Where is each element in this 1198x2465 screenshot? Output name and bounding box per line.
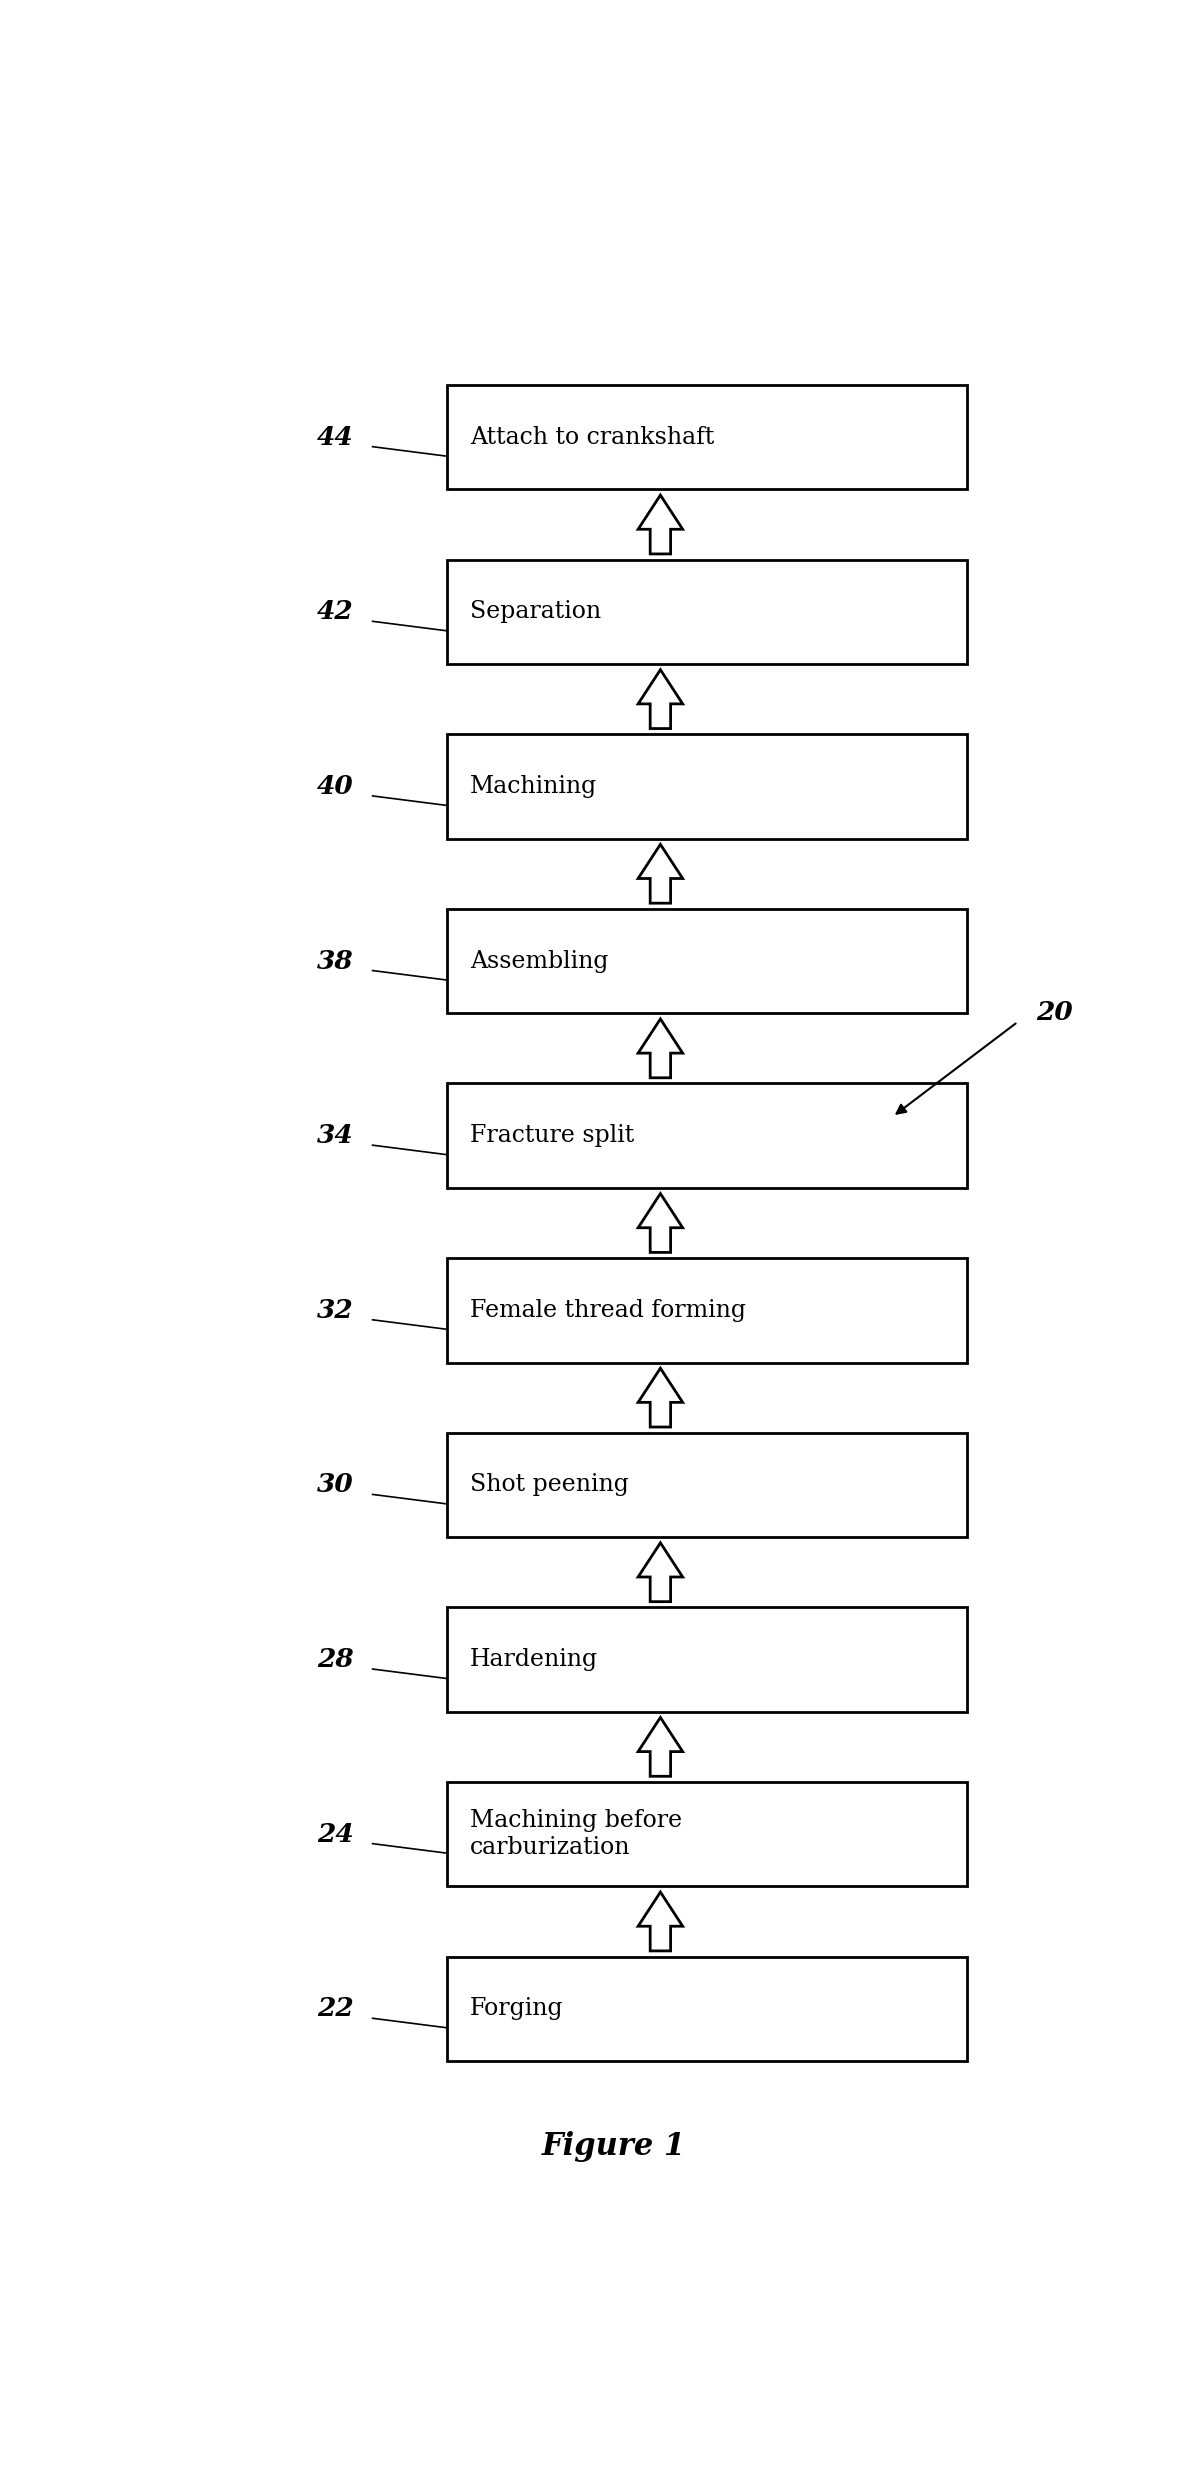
Bar	[447, 1957, 967, 2061]
Text: 30: 30	[316, 1472, 353, 1496]
Bar	[447, 1782, 967, 1886]
Text: Hardening: Hardening	[470, 1649, 598, 1671]
Text: Forging: Forging	[470, 1997, 564, 2021]
Text: Female thread forming: Female thread forming	[470, 1299, 746, 1321]
Text: Separation: Separation	[470, 601, 601, 624]
Text: Attach to crankshaft: Attach to crankshaft	[470, 426, 714, 449]
Polygon shape	[639, 1893, 683, 1950]
Bar	[447, 385, 967, 491]
Bar	[447, 735, 967, 838]
Polygon shape	[639, 1543, 683, 1602]
Text: 28: 28	[316, 1647, 353, 1671]
Text: Fracture split: Fracture split	[470, 1124, 634, 1146]
Text: 20: 20	[1036, 1001, 1073, 1025]
Polygon shape	[639, 495, 683, 555]
Text: Assembling: Assembling	[470, 949, 609, 974]
Polygon shape	[639, 670, 683, 730]
Bar	[447, 1432, 967, 1538]
Text: Shot peening: Shot peening	[470, 1474, 629, 1496]
Polygon shape	[639, 1018, 683, 1077]
Bar	[447, 560, 967, 663]
Text: 40: 40	[316, 774, 353, 799]
Text: Machining: Machining	[470, 774, 598, 799]
Text: 42: 42	[316, 599, 353, 624]
Bar	[447, 1607, 967, 1711]
Bar	[447, 1257, 967, 1363]
Text: 32: 32	[316, 1297, 353, 1324]
Text: Machining before
carburization: Machining before carburization	[470, 1809, 682, 1859]
Polygon shape	[639, 1193, 683, 1252]
Text: 22: 22	[316, 1997, 353, 2021]
Polygon shape	[639, 1718, 683, 1777]
Bar	[447, 1085, 967, 1188]
Text: Figure 1: Figure 1	[541, 2130, 686, 2162]
Text: 44: 44	[316, 424, 353, 449]
Polygon shape	[639, 1368, 683, 1427]
Text: 38: 38	[316, 949, 353, 974]
Text: 24: 24	[316, 1822, 353, 1846]
Bar	[447, 910, 967, 1013]
Text: 34: 34	[316, 1124, 353, 1149]
Polygon shape	[639, 845, 683, 902]
